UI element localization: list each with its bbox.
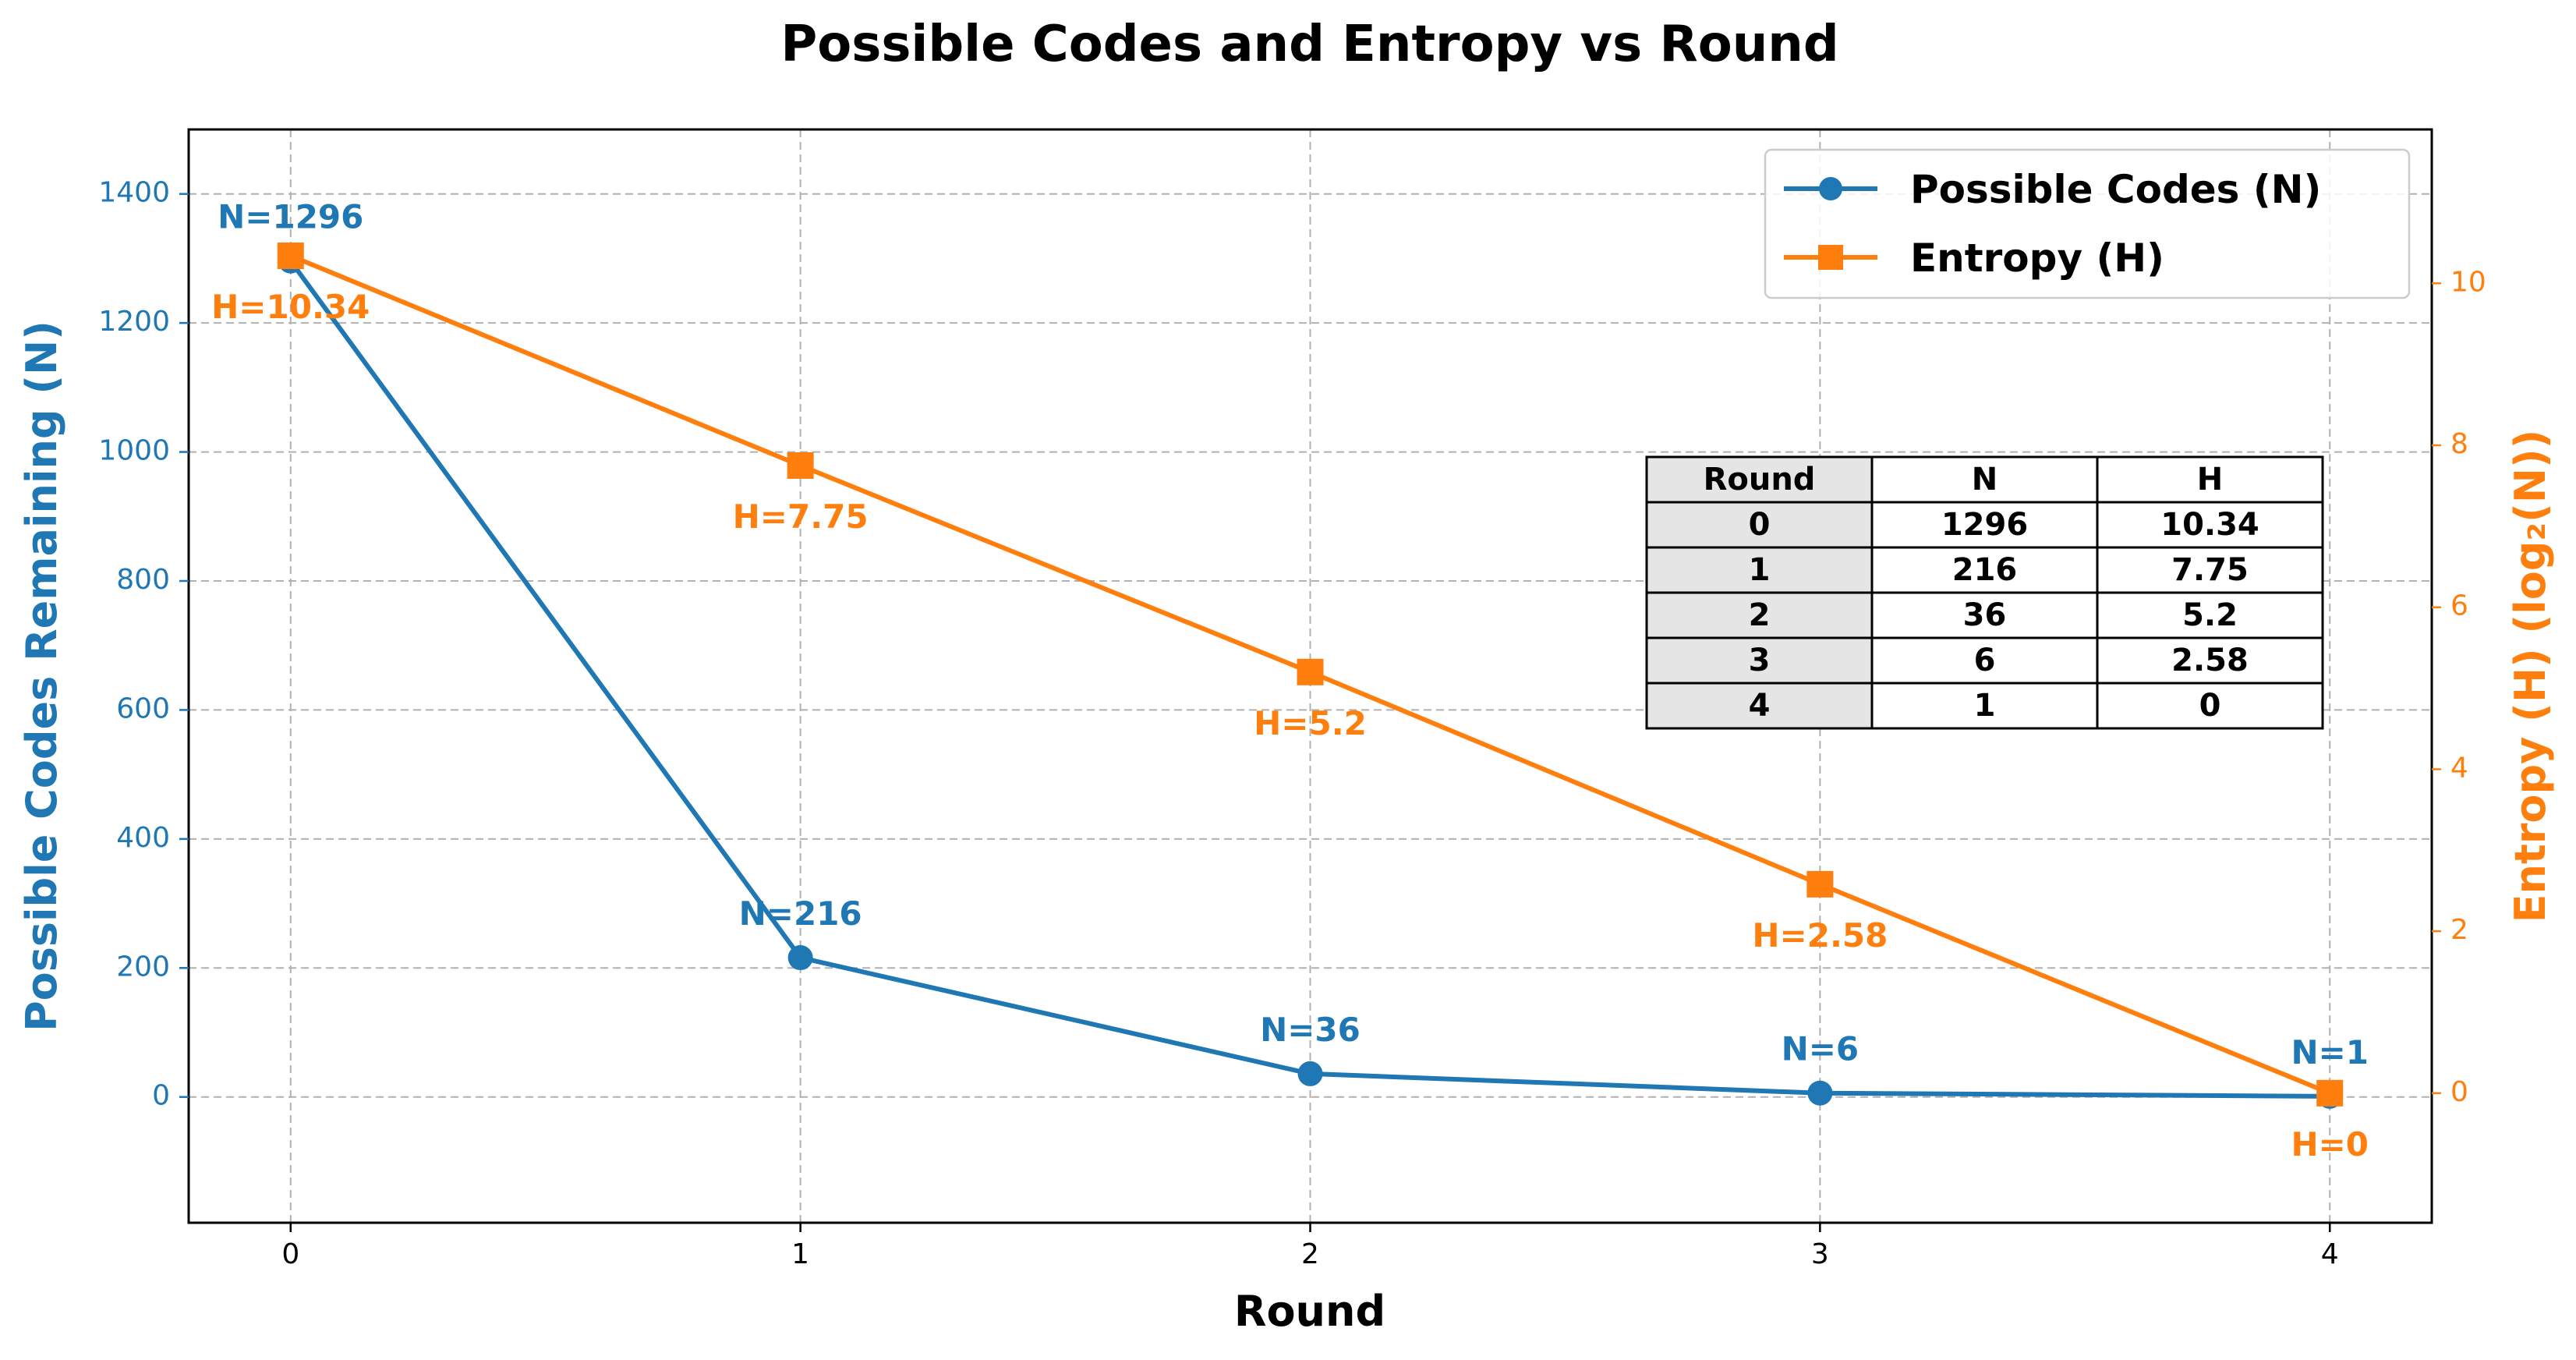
table-cell-3-2: 2.58 <box>2171 643 2249 678</box>
data-label-codes-2: N=36 <box>1260 1011 1361 1049</box>
legend-label-entropy: Entropy (H) <box>1910 236 2164 281</box>
y-right-tick-label-4: 8 <box>2450 428 2468 460</box>
table-header-1: N <box>1972 462 1997 498</box>
y-left-tick-label-3: 600 <box>116 692 170 724</box>
y-right-tick-label-1: 2 <box>2450 914 2468 946</box>
data-label-entropy-1: H=7.75 <box>733 498 869 536</box>
table-cell-1-2: 7.75 <box>2171 552 2249 588</box>
table-cell-bg-4-2 <box>2096 682 2324 730</box>
table-header-cell-0 <box>1645 455 1874 504</box>
table-header-2: H <box>2197 462 2223 498</box>
table-cell-3-1: 6 <box>1974 643 1996 678</box>
point-entropy-2 <box>1297 658 1324 685</box>
legend-marker-codes <box>1819 177 1842 200</box>
table-cell-2-1: 36 <box>1963 597 2007 633</box>
x-tick-label-0: 0 <box>281 1238 299 1270</box>
data-label-entropy-4: H=0 <box>2291 1125 2369 1163</box>
y-left-tick-label-4: 800 <box>116 564 170 596</box>
point-entropy-3 <box>1806 870 1834 898</box>
legend-marker-entropy <box>1818 245 1843 270</box>
table-header-cell-2 <box>2096 455 2324 504</box>
table-cell-2-0: 2 <box>1749 597 1771 633</box>
table-cell-3-0: 3 <box>1749 643 1771 678</box>
y-right-tick-label-5: 10 <box>2450 266 2486 298</box>
data-label-entropy-3: H=2.58 <box>1752 916 1888 954</box>
table-cell-0-0: 0 <box>1749 507 1771 543</box>
legend-label-codes: Possible Codes (N) <box>1910 167 2321 212</box>
legend-box <box>1764 148 2411 299</box>
series <box>277 243 2344 1109</box>
data-label-codes-0: N=1296 <box>218 198 363 236</box>
table-cell-1-1: 216 <box>1952 552 2018 588</box>
y-right-tick-label-3: 6 <box>2450 590 2468 622</box>
y-left-tick-label-2: 400 <box>116 822 170 854</box>
point-entropy-4 <box>2316 1079 2344 1107</box>
x-tick-label-4: 4 <box>2321 1238 2339 1270</box>
table-cell-1-0: 1 <box>1749 552 1771 588</box>
table-cell-2-2: 5.2 <box>2182 597 2238 633</box>
y-left-tick-label-1: 200 <box>116 951 170 983</box>
table-cell-bg-4-1 <box>1870 682 2099 730</box>
data-label-entropy-0: H=10.34 <box>211 288 370 326</box>
grid <box>189 129 2432 1223</box>
point-entropy-1 <box>787 452 814 479</box>
table-cell-bg-3-1 <box>1870 636 2099 685</box>
y-right-tick-label-0: 0 <box>2450 1076 2468 1108</box>
y-left-axis-label: Possible Codes Remaining (N) <box>17 321 66 1032</box>
y-left-tick-label-6: 1200 <box>98 306 170 338</box>
x-axis-label: Round <box>1234 1287 1385 1336</box>
table-header-0: Round <box>1704 462 1816 498</box>
table-cell-4-0: 4 <box>1749 688 1771 724</box>
point-codes-2 <box>1297 1061 1323 1086</box>
table-cell-0-2: 10.34 <box>2160 507 2259 543</box>
point-codes-3 <box>1807 1080 1833 1106</box>
x-tick-label-1: 1 <box>791 1238 809 1270</box>
data-table: Round N H0 1296 10.341 216 7.752 36 5.23 6 2.584 1 0 <box>1645 455 2324 730</box>
data-label-codes-3: N=6 <box>1782 1030 1859 1068</box>
y-left-tick-label-7: 1400 <box>98 177 170 209</box>
table-cell-0-1: 1296 <box>1941 507 2028 543</box>
data-label-codes-1: N=216 <box>739 894 862 933</box>
chart-title: Possible Codes and Entropy vs Round <box>780 16 1838 73</box>
legend: Possible Codes (N) Entropy (H) <box>1764 148 2411 299</box>
x-tick-label-2: 2 <box>1301 1238 1319 1270</box>
data-label-entropy-2: H=5.2 <box>1254 704 1367 742</box>
data-label-codes-4: N=1 <box>2291 1033 2369 1071</box>
table-cell-bg-1-2 <box>2096 546 2324 594</box>
table-cell-4-1: 1 <box>1974 688 1996 724</box>
table-cell-bg-3-2 <box>2096 636 2324 685</box>
y-left-tick-label-5: 1000 <box>98 435 170 467</box>
table-cell-bg-1-1 <box>1870 546 2099 594</box>
y-left-tick-label-0: 0 <box>152 1080 170 1112</box>
y-right-axis-label: Entropy (H) (log₂(N)) <box>2506 430 2555 923</box>
x-tick-label-3: 3 <box>1811 1238 1829 1270</box>
y-right-tick-label-2: 4 <box>2450 752 2468 784</box>
data-labels: N=1296 N=216 N=36 N=6 N=1 H=10.34 H=7.75 H=5.2 H… <box>211 198 2369 1163</box>
point-codes-1 <box>787 945 813 971</box>
point-entropy-0 <box>277 243 304 270</box>
table-cell-4-2: 0 <box>2199 688 2221 724</box>
